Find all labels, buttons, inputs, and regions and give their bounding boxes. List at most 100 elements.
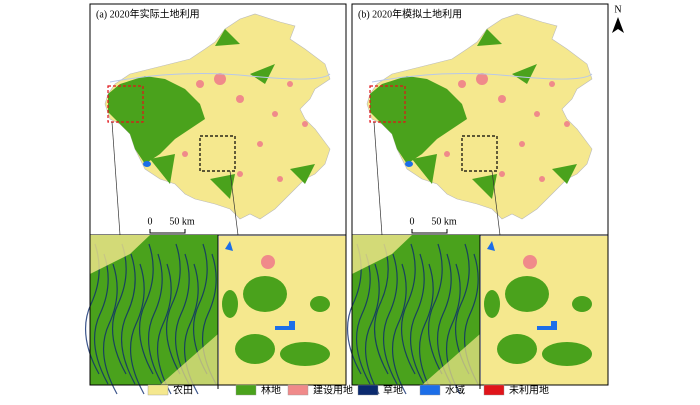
inset-grass-line	[139, 243, 154, 375]
river	[371, 73, 593, 83]
inset-grass-line	[166, 243, 181, 375]
inset-cropland	[352, 235, 412, 274]
inset-forest-patch	[310, 296, 330, 312]
legend-label: 林地	[261, 383, 281, 396]
north-arrow	[612, 17, 624, 33]
leader-line	[229, 170, 239, 236]
urban-area	[302, 121, 308, 127]
urban-area	[272, 111, 278, 117]
inset-grass-line	[103, 263, 118, 395]
inset-forest-patch	[243, 276, 287, 312]
panel-frame	[351, 3, 609, 386]
inset-cropland	[160, 334, 218, 385]
inset-grass-line	[410, 253, 425, 385]
urban-area	[257, 141, 263, 147]
panel-title: (b) 2020年模拟土地利用	[358, 7, 462, 20]
inset-forest-patch	[280, 342, 330, 366]
legend-label: 未利用地	[509, 383, 549, 396]
leader-line	[491, 170, 501, 236]
scale-label: 50 km	[169, 216, 195, 227]
urban-area	[476, 73, 488, 85]
inset-forest-patch	[572, 296, 592, 312]
urban-area	[287, 81, 293, 87]
scale-bar	[411, 229, 448, 234]
inset-grass-line	[94, 253, 109, 385]
water-body	[405, 161, 413, 167]
urban-area	[499, 171, 505, 177]
panel-title: (a) 2020年实际土地利用	[96, 7, 200, 20]
legend-label: 农田	[173, 383, 193, 396]
legend-swatch	[483, 384, 505, 396]
inset-water	[225, 241, 233, 251]
urban-area	[196, 80, 204, 88]
forest-patch	[290, 164, 315, 184]
legend-label: 建设用地	[313, 383, 353, 396]
forest-patch	[472, 174, 497, 199]
forest-patch	[150, 154, 175, 184]
inset-grass-line	[175, 253, 190, 385]
map-panel: (b) 2020年模拟土地利用 0 50 km	[347, 3, 609, 395]
forest-patch	[552, 164, 577, 184]
inset-water	[487, 241, 495, 251]
inset-grass-line	[374, 243, 389, 375]
forest-west	[108, 76, 205, 164]
forest-west	[370, 76, 467, 164]
inset-grass-line	[356, 253, 371, 385]
urban-area	[237, 171, 243, 177]
inset-water	[275, 321, 295, 330]
legend-swatch	[287, 384, 309, 396]
inset-grass-line	[157, 263, 172, 395]
leader-line	[373, 121, 383, 236]
inset-grass-line	[148, 253, 163, 385]
inset-grass-line	[365, 263, 380, 395]
urban-area	[277, 176, 283, 182]
inset-forest-patch	[222, 290, 238, 318]
forest-patch	[477, 29, 502, 46]
forest-patch	[412, 154, 437, 184]
legend-swatch	[147, 384, 169, 396]
legend-swatch	[419, 384, 441, 396]
urban-area	[534, 111, 540, 117]
inset-water	[537, 321, 557, 330]
inset-forest-patch	[505, 276, 549, 312]
water-body	[143, 161, 151, 167]
inset-cropland	[422, 334, 480, 385]
urban-area	[236, 95, 244, 103]
inset-forest-patch	[484, 290, 500, 318]
urban-area	[498, 95, 506, 103]
inset-forest-patch	[542, 342, 592, 366]
inset-urban	[261, 255, 275, 269]
north-label: N	[614, 4, 621, 15]
inset-grass-line	[112, 243, 127, 375]
inset-grass-line	[437, 253, 452, 385]
urban-area	[214, 73, 226, 85]
legend-swatch	[235, 384, 257, 396]
river	[109, 73, 331, 83]
urban-area	[539, 176, 545, 182]
urban-area	[549, 81, 555, 87]
inset-grass-line	[383, 253, 398, 385]
scale-label: 0	[148, 216, 153, 227]
inset-grass-line	[121, 253, 136, 385]
inset-forest-patch	[497, 334, 537, 364]
inset-cropland-bg	[481, 236, 608, 385]
legend-swatch	[357, 384, 379, 396]
inset-cropland-bg	[219, 236, 346, 385]
map-panel: (a) 2020年实际土地利用 0 50 km	[85, 3, 347, 395]
inset-grass-line	[401, 243, 416, 375]
inset-grass-line	[392, 263, 407, 395]
urban-area	[444, 151, 450, 157]
inset-grass-line	[419, 263, 434, 395]
inset-urban	[523, 255, 537, 269]
forest-patch	[512, 64, 537, 84]
urban-area	[564, 121, 570, 127]
urban-area	[182, 151, 188, 157]
zoom-box-black	[199, 135, 236, 172]
zoom-box-black	[461, 135, 498, 172]
inset-cropland	[90, 235, 150, 274]
urban-area	[458, 80, 466, 88]
legend-label: 草地	[383, 383, 403, 396]
leader-line	[111, 121, 121, 236]
panel-frame	[89, 3, 347, 386]
